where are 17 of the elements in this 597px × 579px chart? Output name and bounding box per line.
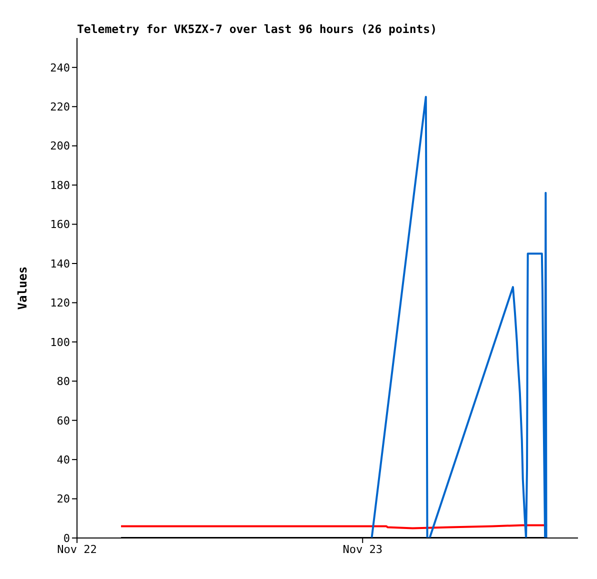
y-axis-title: Values [15,266,30,310]
y-tick-label: 200 [50,140,70,153]
y-tick-label: 40 [56,453,70,466]
y-tick-label: 20 [56,492,70,506]
y-tick-label: 80 [56,375,70,388]
x-tick-label: Nov 23 [342,542,382,556]
y-tick-label: 220 [50,100,70,114]
y-tick-label: 140 [50,257,70,270]
y-tick-label: 100 [50,336,70,349]
x-tick-label: Nov 22 [57,542,97,556]
y-tick-label: 180 [50,178,70,192]
y-tick-label: 0 [63,532,70,545]
y-tick-label: 240 [50,61,70,74]
chart-title: Telemetry for VK5ZX-7 over last 96 hours (26 points) [77,22,438,36]
y-tick-label: 60 [56,414,70,428]
y-tick-label: 120 [50,296,70,310]
y-tick-label: 160 [50,218,70,232]
